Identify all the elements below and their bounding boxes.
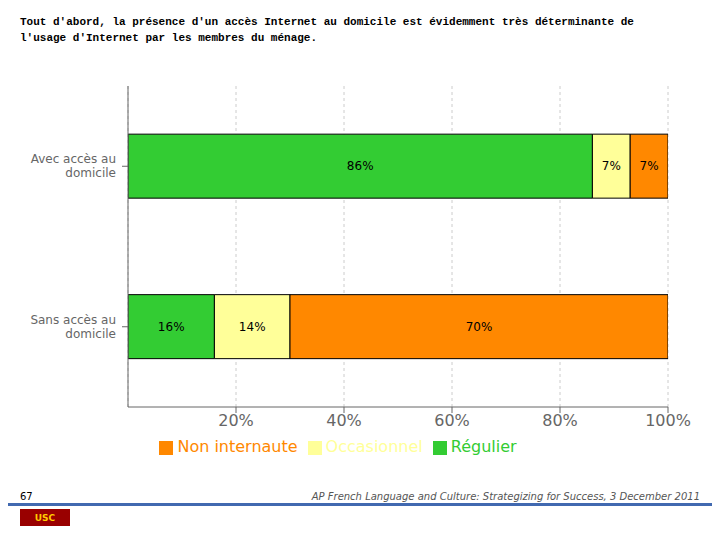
html-text:Occasionnel: Occasionnel xyxy=(325,437,423,456)
html-text:Tout d'abord, la présence d'un: Tout d'abord, la présence d'un accès Int… xyxy=(20,16,634,28)
svg-text:60%: 60% xyxy=(434,411,470,430)
svg-text:Avec accès audomicile: Avec accès audomicile xyxy=(31,152,116,180)
svg-text:70%: 70% xyxy=(466,320,493,334)
html-text:AP French Language and Culture: AP French Language and Culture: Strategi… xyxy=(311,491,700,502)
svg-text:100%: 100% xyxy=(645,411,691,430)
svg-text:7%: 7% xyxy=(602,159,621,173)
html-text:Régulier: Régulier xyxy=(450,437,517,456)
html-text:USC: USC xyxy=(34,512,56,523)
svg-text:16%: 16% xyxy=(158,320,185,334)
svg-text:20%: 20% xyxy=(218,411,254,430)
html-text:l'usage d'Internet par les mem: l'usage d'Internet par les membres du mé… xyxy=(20,32,318,44)
svg-text:14%: 14% xyxy=(239,320,266,334)
html-text:Non internaute: Non internaute xyxy=(177,437,298,456)
html-text:67: 67 xyxy=(20,491,33,502)
svg-text:86%: 86% xyxy=(347,159,374,173)
svg-text:40%: 40% xyxy=(326,411,362,430)
svg-text:7%: 7% xyxy=(640,159,659,173)
svg-text:Sans accès audomicile: Sans accès audomicile xyxy=(30,313,116,341)
svg-text:80%: 80% xyxy=(542,411,578,430)
